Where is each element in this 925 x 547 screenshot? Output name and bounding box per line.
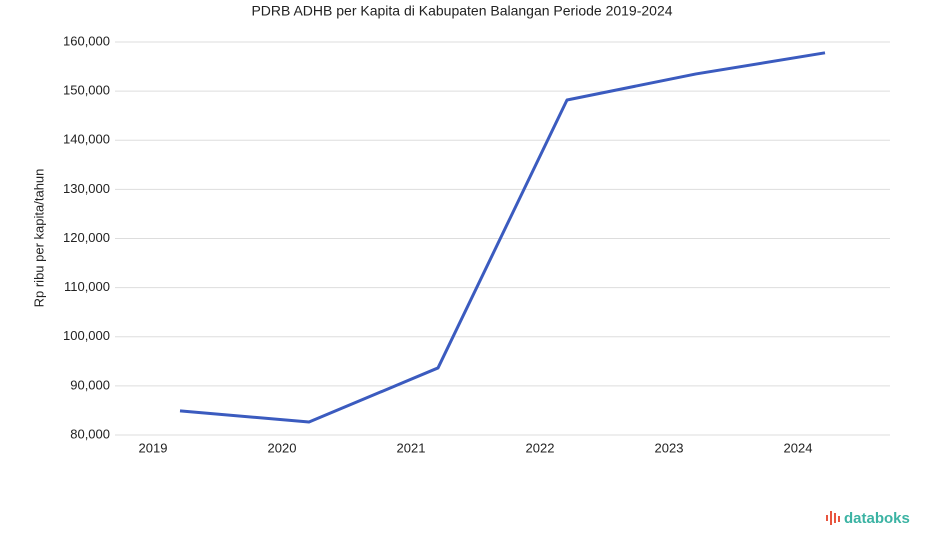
chart-title: PDRB ADHB per Kapita di Kabupaten Balang… bbox=[251, 3, 672, 19]
y-axis-label: Rp ribu per kapita/tahun bbox=[31, 169, 46, 308]
y-tick-label: 160,000 bbox=[63, 33, 110, 48]
logo-icon bbox=[826, 511, 840, 525]
x-tick-label: 2020 bbox=[268, 440, 297, 455]
x-tick-label: 2021 bbox=[397, 440, 426, 455]
y-tick-label: 150,000 bbox=[63, 83, 110, 98]
x-tick-label: 2019 bbox=[139, 440, 168, 455]
y-tick-label: 130,000 bbox=[63, 181, 110, 196]
y-tick-label: 80,000 bbox=[70, 426, 110, 441]
y-tick-label: 90,000 bbox=[70, 377, 110, 392]
watermark: databoks bbox=[844, 510, 910, 527]
x-tick-label: 2022 bbox=[526, 440, 555, 455]
x-tick-label: 2024 bbox=[784, 440, 813, 455]
y-tick-label: 100,000 bbox=[63, 328, 110, 343]
y-tick-label: 140,000 bbox=[63, 132, 110, 147]
line bbox=[179, 51, 826, 424]
x-tick-label: 2023 bbox=[655, 440, 684, 455]
y-tick-label: 110,000 bbox=[64, 279, 110, 294]
y-tick-label: 120,000 bbox=[63, 230, 110, 245]
